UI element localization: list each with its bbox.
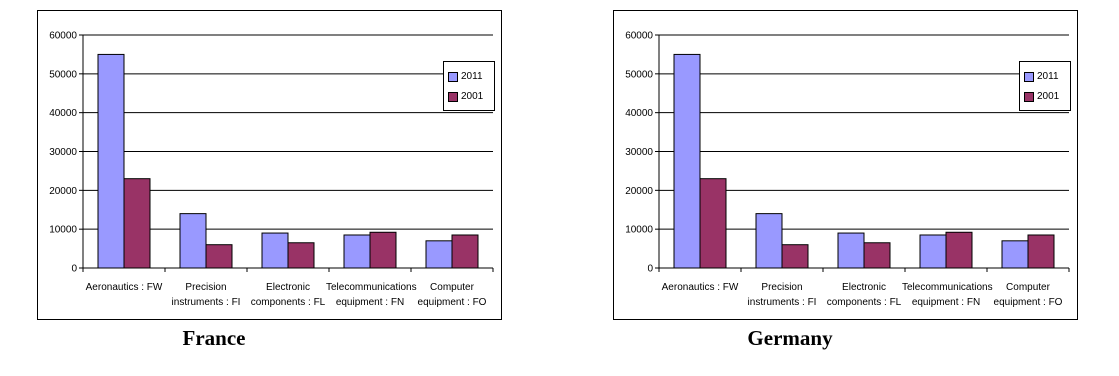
y-tick-label: 20000 [49,186,77,197]
legend-label: 2001 [461,91,484,102]
bar-2001 [205,244,233,269]
x-tick-label: Computer equipment : FO [417,282,487,308]
bar-2001 [1027,234,1055,269]
y-tick-label: 0 [647,264,653,275]
x-tick-label: Aeronautics : FW [85,282,163,293]
bar-2001 [781,244,809,269]
y-tick-label: 50000 [625,69,653,80]
y-tick-label: 40000 [49,108,77,119]
bar-2011 [261,232,289,269]
x-tick-label: Electronic components : FL [826,282,902,308]
bar-2011 [179,213,207,269]
legend-item-2011: 2011 [448,70,483,84]
bar-2001 [123,178,151,269]
bar-2001 [287,242,315,269]
bar-2001 [369,231,397,269]
bar-2001 [699,178,727,269]
chart-legend: 2011 2001 [443,61,495,111]
y-tick-label: 30000 [49,147,77,158]
bar-2011 [837,232,865,269]
legend-label: 2011 [461,71,483,82]
bar-2001 [863,242,891,269]
bar-2011 [425,240,453,269]
bar-2011 [673,53,701,269]
legend-label: 2011 [1037,71,1059,82]
legend-swatch [448,92,458,102]
legend-label: 2001 [1037,91,1060,102]
y-tick-label: 40000 [625,108,653,119]
bar-2001 [945,231,973,269]
legend-swatch [1024,92,1034,102]
legend-item-2011: 2011 [1024,70,1059,84]
chart-germany: 0 10000 20000 30000 40000 50000 60000 2011 200… [613,10,1078,320]
y-tick-label: 60000 [625,31,653,42]
x-tick-label: Telecommunications equipment : FN [326,282,417,308]
chart-france-plot: 0 10000 20000 30000 40000 50000 60000 [49,31,494,275]
x-tick-label: Precision instruments : FI [171,282,241,308]
legend-swatch [448,72,458,82]
y-tick-label: 30000 [625,147,653,158]
chart-caption-germany: Germany [747,326,833,350]
x-tick-label: Telecommunications equipment : FN [902,282,993,308]
y-tick-label: 0 [71,264,77,275]
y-tick-label: 10000 [625,225,653,236]
chart-germany-plot: 0 10000 20000 30000 40000 50000 60000 [625,31,1070,275]
bar-2001 [451,234,479,269]
x-tick-label: Electronic components : FL [250,282,326,308]
bar-2011 [1001,240,1029,269]
x-tick-label: Precision instruments : FI [747,282,817,308]
bar-2011 [755,213,783,269]
chart-france: 0 10000 20000 30000 40000 50000 60000 2011 200… [37,10,502,320]
y-tick-label: 20000 [625,186,653,197]
bar-2011 [97,53,125,269]
bar-2011 [919,234,947,269]
y-tick-label: 50000 [49,69,77,80]
chart-caption-france: France [182,326,246,350]
legend-swatch [1024,72,1034,82]
x-tick-label: Aeronautics : FW [661,282,739,293]
legend-item-2001: 2001 [1024,90,1059,104]
chart-legend: 2011 2001 [1019,61,1071,111]
legend-item-2001: 2001 [448,90,483,104]
y-tick-label: 10000 [49,225,77,236]
x-tick-label: Computer equipment : FO [993,282,1063,308]
bar-2011 [343,234,371,269]
y-tick-label: 60000 [49,31,77,42]
